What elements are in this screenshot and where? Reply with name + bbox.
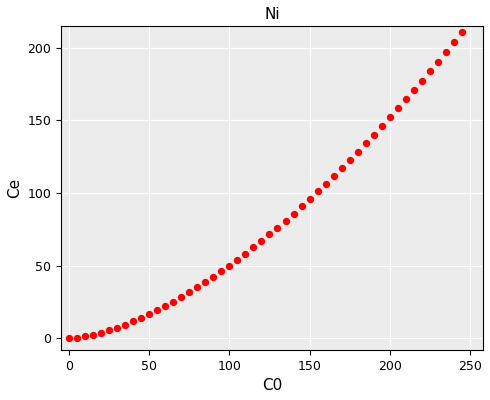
Point bbox=[434, 58, 441, 65]
Point bbox=[73, 334, 81, 341]
Point bbox=[146, 311, 153, 318]
Point bbox=[362, 140, 369, 146]
Point bbox=[354, 148, 362, 155]
Point bbox=[266, 231, 273, 238]
Point bbox=[426, 68, 434, 74]
Point bbox=[394, 105, 402, 112]
Point bbox=[273, 224, 281, 231]
Point bbox=[177, 294, 185, 300]
Point bbox=[65, 335, 73, 341]
Point bbox=[81, 333, 89, 340]
Point bbox=[346, 157, 354, 163]
Point bbox=[418, 78, 426, 84]
Point bbox=[258, 238, 266, 244]
Point bbox=[290, 210, 297, 217]
Point bbox=[370, 132, 378, 138]
Point bbox=[218, 268, 225, 274]
Point bbox=[249, 244, 257, 250]
Y-axis label: Ce: Ce bbox=[7, 178, 22, 198]
Point bbox=[113, 324, 121, 331]
Point bbox=[97, 330, 105, 336]
Point bbox=[185, 289, 193, 296]
Point bbox=[466, 19, 474, 26]
Point bbox=[170, 298, 177, 305]
Point bbox=[306, 196, 314, 202]
Point bbox=[442, 49, 450, 55]
Point bbox=[314, 188, 321, 195]
Point bbox=[105, 327, 113, 334]
Point bbox=[201, 279, 209, 286]
Point bbox=[450, 39, 458, 46]
Point bbox=[194, 284, 201, 291]
Point bbox=[161, 303, 169, 309]
Point bbox=[282, 218, 290, 224]
Point bbox=[458, 29, 466, 36]
Point bbox=[402, 96, 410, 102]
Point bbox=[378, 123, 386, 129]
Point bbox=[234, 256, 242, 263]
Point bbox=[122, 322, 129, 328]
Point bbox=[209, 274, 217, 280]
Point bbox=[225, 262, 233, 269]
Point bbox=[153, 307, 161, 314]
Point bbox=[297, 203, 305, 210]
X-axis label: C0: C0 bbox=[262, 378, 282, 393]
Point bbox=[321, 180, 329, 187]
Point bbox=[330, 173, 338, 179]
Point bbox=[410, 87, 417, 93]
Point bbox=[89, 332, 97, 338]
Point bbox=[137, 315, 145, 321]
Point bbox=[242, 250, 249, 257]
Point bbox=[386, 114, 393, 120]
Title: Ni: Ni bbox=[264, 7, 280, 22]
Point bbox=[338, 165, 345, 171]
Point bbox=[129, 318, 137, 325]
